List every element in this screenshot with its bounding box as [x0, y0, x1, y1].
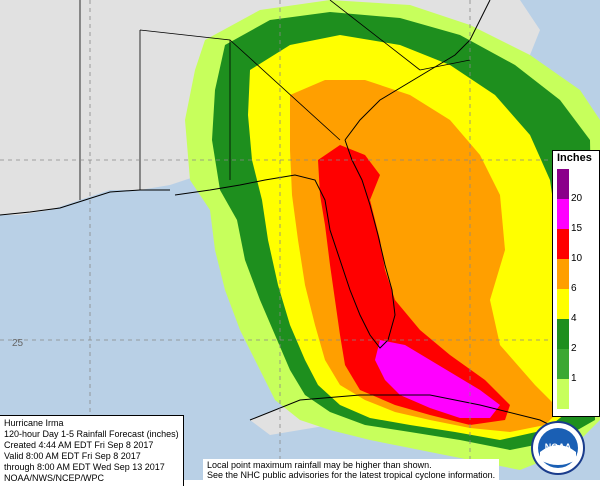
- legend-title: Inches: [557, 152, 592, 164]
- info-line-valid: Valid 8:00 AM EDT Fri Sep 8 2017: [4, 451, 141, 461]
- legend-swatch: [557, 289, 569, 319]
- band-10-15: [318, 145, 510, 425]
- legend-tick-6: 6: [571, 283, 577, 294]
- latitude-label: 25: [12, 338, 24, 349]
- info-line-product: 120-hour Day 1-5 Rainfall Forecast (inch…: [4, 429, 179, 439]
- disclaimer-box: Local point maximum rainfall may be high…: [203, 459, 500, 481]
- disclaimer-line-2: See the NHC public advisories for the la…: [207, 470, 496, 480]
- info-line-through: through 8:00 AM EDT Wed Sep 13 2017: [4, 462, 165, 472]
- legend-swatch: [557, 379, 569, 409]
- legend-tick-20: 20: [571, 193, 583, 204]
- logo-text: NOAA: [545, 442, 572, 452]
- cuba-coast: [249, 394, 561, 431]
- legend-swatch: [557, 199, 569, 229]
- forecast-info-box: Hurricane Irma 120-hour Day 1-5 Rainfall…: [0, 415, 184, 486]
- legend-swatch: [557, 349, 569, 379]
- legend-tick-1: 1: [571, 373, 577, 384]
- band-15-20: [375, 340, 500, 418]
- legend-swatch: [557, 319, 569, 349]
- legend-tick-10: 10: [571, 253, 583, 264]
- rainfall-legend: Inches 20 15 10 6 4 2 1: [552, 150, 600, 417]
- info-line-created: Created 4:44 AM EDT Fri Sep 8 2017: [4, 440, 154, 450]
- info-line-agency: NOAA/NWS/NCEP/WPC: [4, 473, 105, 483]
- disclaimer-line-1: Local point maximum rainfall may be high…: [207, 460, 432, 470]
- noaa-logo-icon: NOAA: [531, 421, 585, 475]
- legend-tick-4: 4: [571, 313, 577, 324]
- legend-tick-15: 15: [571, 223, 583, 234]
- legend-swatch: [557, 259, 569, 289]
- state-lines: [79, 0, 471, 200]
- legend-tick-2: 2: [571, 343, 577, 354]
- legend-swatch: [557, 229, 569, 259]
- info-line-storm: Hurricane Irma: [4, 418, 64, 428]
- legend-swatch: [557, 169, 569, 199]
- georgia-sc-coast: [344, 0, 491, 141]
